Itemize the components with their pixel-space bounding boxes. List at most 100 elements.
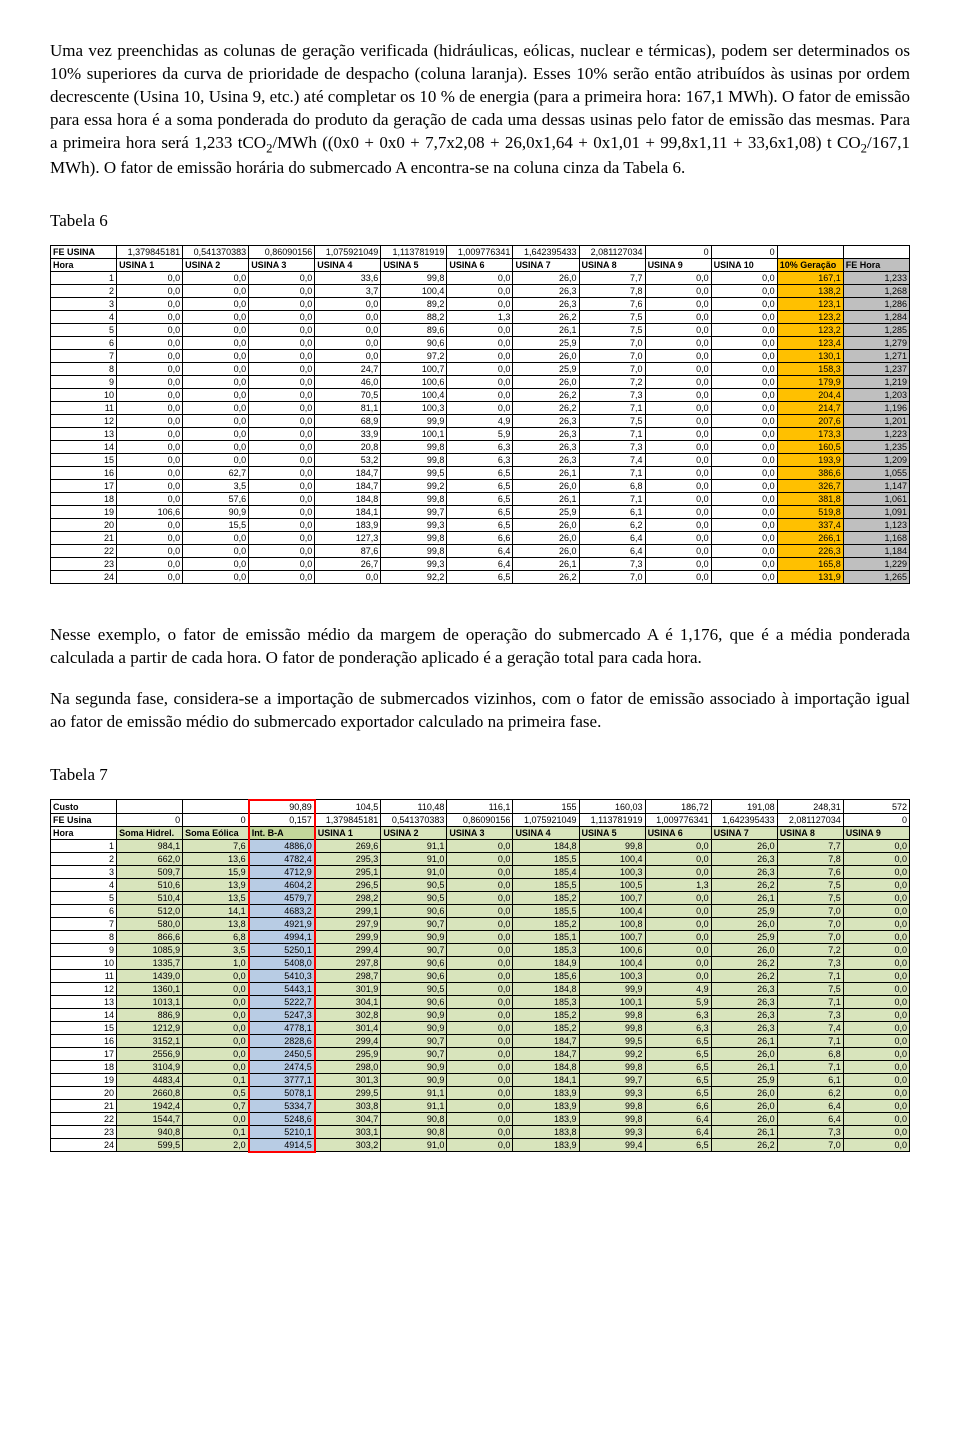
t7-cell: 0,0 [447, 904, 513, 917]
t6-cell: 0,0 [249, 558, 315, 571]
t7-custo-val: 104,5 [315, 800, 381, 814]
t6-cell: 0,0 [249, 415, 315, 428]
t7-cell: 0,0 [183, 1034, 249, 1047]
t7-cell: 0,0 [183, 995, 249, 1008]
t6-cell: 0,0 [117, 415, 183, 428]
t7-cell: 99,8 [579, 1021, 645, 1034]
t6-cell: 0,0 [117, 493, 183, 506]
t7-cell: 17 [51, 1047, 117, 1060]
t6-cell: 0,0 [117, 571, 183, 584]
t7-cell: 6,5 [645, 1047, 711, 1060]
t6-cell: 0,0 [117, 376, 183, 389]
t7-cell: 0,0 [843, 930, 909, 943]
t7-cell: 90,7 [381, 1034, 447, 1047]
t6-fe-val: 1,009776341 [447, 246, 513, 259]
t7-cell: 7,7 [777, 839, 843, 852]
t7-cell: 185,2 [513, 891, 579, 904]
t7-cell: 295,1 [315, 865, 381, 878]
t7-cell: 5078,1 [249, 1086, 315, 1099]
t7-cell: 100,1 [579, 995, 645, 1008]
t7-cell: 3777,1 [249, 1073, 315, 1086]
t7-hdr: USINA 5 [579, 826, 645, 839]
t7-cell: 91,1 [381, 1099, 447, 1112]
t7-cell: 5408,0 [249, 956, 315, 969]
t7-custo-val: 160,03 [579, 800, 645, 814]
t7-custo-label: Custo [51, 800, 117, 814]
t7-cell: 90,9 [381, 1060, 447, 1073]
t6-cell: 1,168 [843, 532, 909, 545]
t7-cell: 183,8 [513, 1125, 579, 1138]
t6-cell: 0,0 [645, 428, 711, 441]
t6-cell: 0,0 [645, 324, 711, 337]
t7-cell: 99,3 [579, 1086, 645, 1099]
t7-hdr: Soma Eólica [183, 826, 249, 839]
t6-cell: 6,4 [447, 545, 513, 558]
t6-fe-val: 2,081127034 [579, 246, 645, 259]
t7-cell: 7 [51, 917, 117, 930]
t7-cell: 7,0 [777, 1138, 843, 1152]
t7-cell: 0,0 [645, 904, 711, 917]
t6-cell: 0,0 [183, 441, 249, 454]
t6-hdr: USINA 6 [447, 259, 513, 272]
t6-cell: 0,0 [711, 350, 777, 363]
t7-cell: 0,0 [447, 865, 513, 878]
t7-cell: 90,8 [381, 1125, 447, 1138]
t7-cell: 6,5 [645, 1138, 711, 1152]
t6-cell: 0,0 [447, 402, 513, 415]
t7-cell: 510,6 [117, 878, 183, 891]
t7-cell: 297,9 [315, 917, 381, 930]
t7-cell: 26,3 [711, 1021, 777, 1034]
t7-cell: 7,8 [777, 852, 843, 865]
t7-cell: 298,2 [315, 891, 381, 904]
t7-cell: 7,1 [777, 1034, 843, 1047]
t6-cell: 123,4 [777, 337, 843, 350]
t7-cell: 4921,9 [249, 917, 315, 930]
t6-cell: 204,4 [777, 389, 843, 402]
t7-cell: 5250,1 [249, 943, 315, 956]
t6-cell: 5 [51, 324, 117, 337]
t7-cell: 184,1 [513, 1073, 579, 1086]
t6-cell: 25,9 [513, 363, 579, 376]
t7-cell: 185,2 [513, 917, 579, 930]
t7-cell: 0,0 [447, 878, 513, 891]
t7-cell: 0,0 [843, 969, 909, 982]
t6-cell: 20,8 [315, 441, 381, 454]
t7-cell: 26,2 [711, 956, 777, 969]
t7-cell: 299,1 [315, 904, 381, 917]
t7-cell: 0,0 [447, 1021, 513, 1034]
t6-cell: 0,0 [711, 467, 777, 480]
t7-cell: 14,1 [183, 904, 249, 917]
t7-custo-val: 116,1 [447, 800, 513, 814]
t7-cell: 7,1 [777, 969, 843, 982]
t7-cell: 303,1 [315, 1125, 381, 1138]
t6-cell: 0,0 [117, 454, 183, 467]
t6-hdr: USINA 7 [513, 259, 579, 272]
t6-cell: 99,3 [381, 519, 447, 532]
t6-cell: 23 [51, 558, 117, 571]
t6-cell: 519,8 [777, 506, 843, 519]
t7-cell: 0,0 [645, 943, 711, 956]
t7-custo-val: 186,72 [645, 800, 711, 814]
t6-cell: 184,7 [315, 480, 381, 493]
t6-cell: 0,0 [183, 402, 249, 415]
t7-cell: 6,4 [645, 1112, 711, 1125]
t7-cell: 100,8 [579, 917, 645, 930]
t6-cell: 10 [51, 389, 117, 402]
t6-cell: 6,5 [447, 571, 513, 584]
t7-hdr: USINA 6 [645, 826, 711, 839]
t6-cell: 7,1 [579, 402, 645, 415]
t6-cell: 24 [51, 571, 117, 584]
t7-cell: 1360,1 [117, 982, 183, 995]
t7-cell: 866,6 [117, 930, 183, 943]
t6-cell: 0,0 [249, 571, 315, 584]
t7-cell: 90,6 [381, 904, 447, 917]
t6-cell: 0,0 [249, 376, 315, 389]
t6-fe-val: 1,113781919 [381, 246, 447, 259]
t6-cell: 0,0 [645, 441, 711, 454]
t6-cell: 0,0 [249, 545, 315, 558]
t6-cell: 130,1 [777, 350, 843, 363]
t7-cell: 26,1 [711, 891, 777, 904]
t7-cell: 26,2 [711, 878, 777, 891]
t7-cell: 3 [51, 865, 117, 878]
t6-cell: 0,0 [711, 389, 777, 402]
